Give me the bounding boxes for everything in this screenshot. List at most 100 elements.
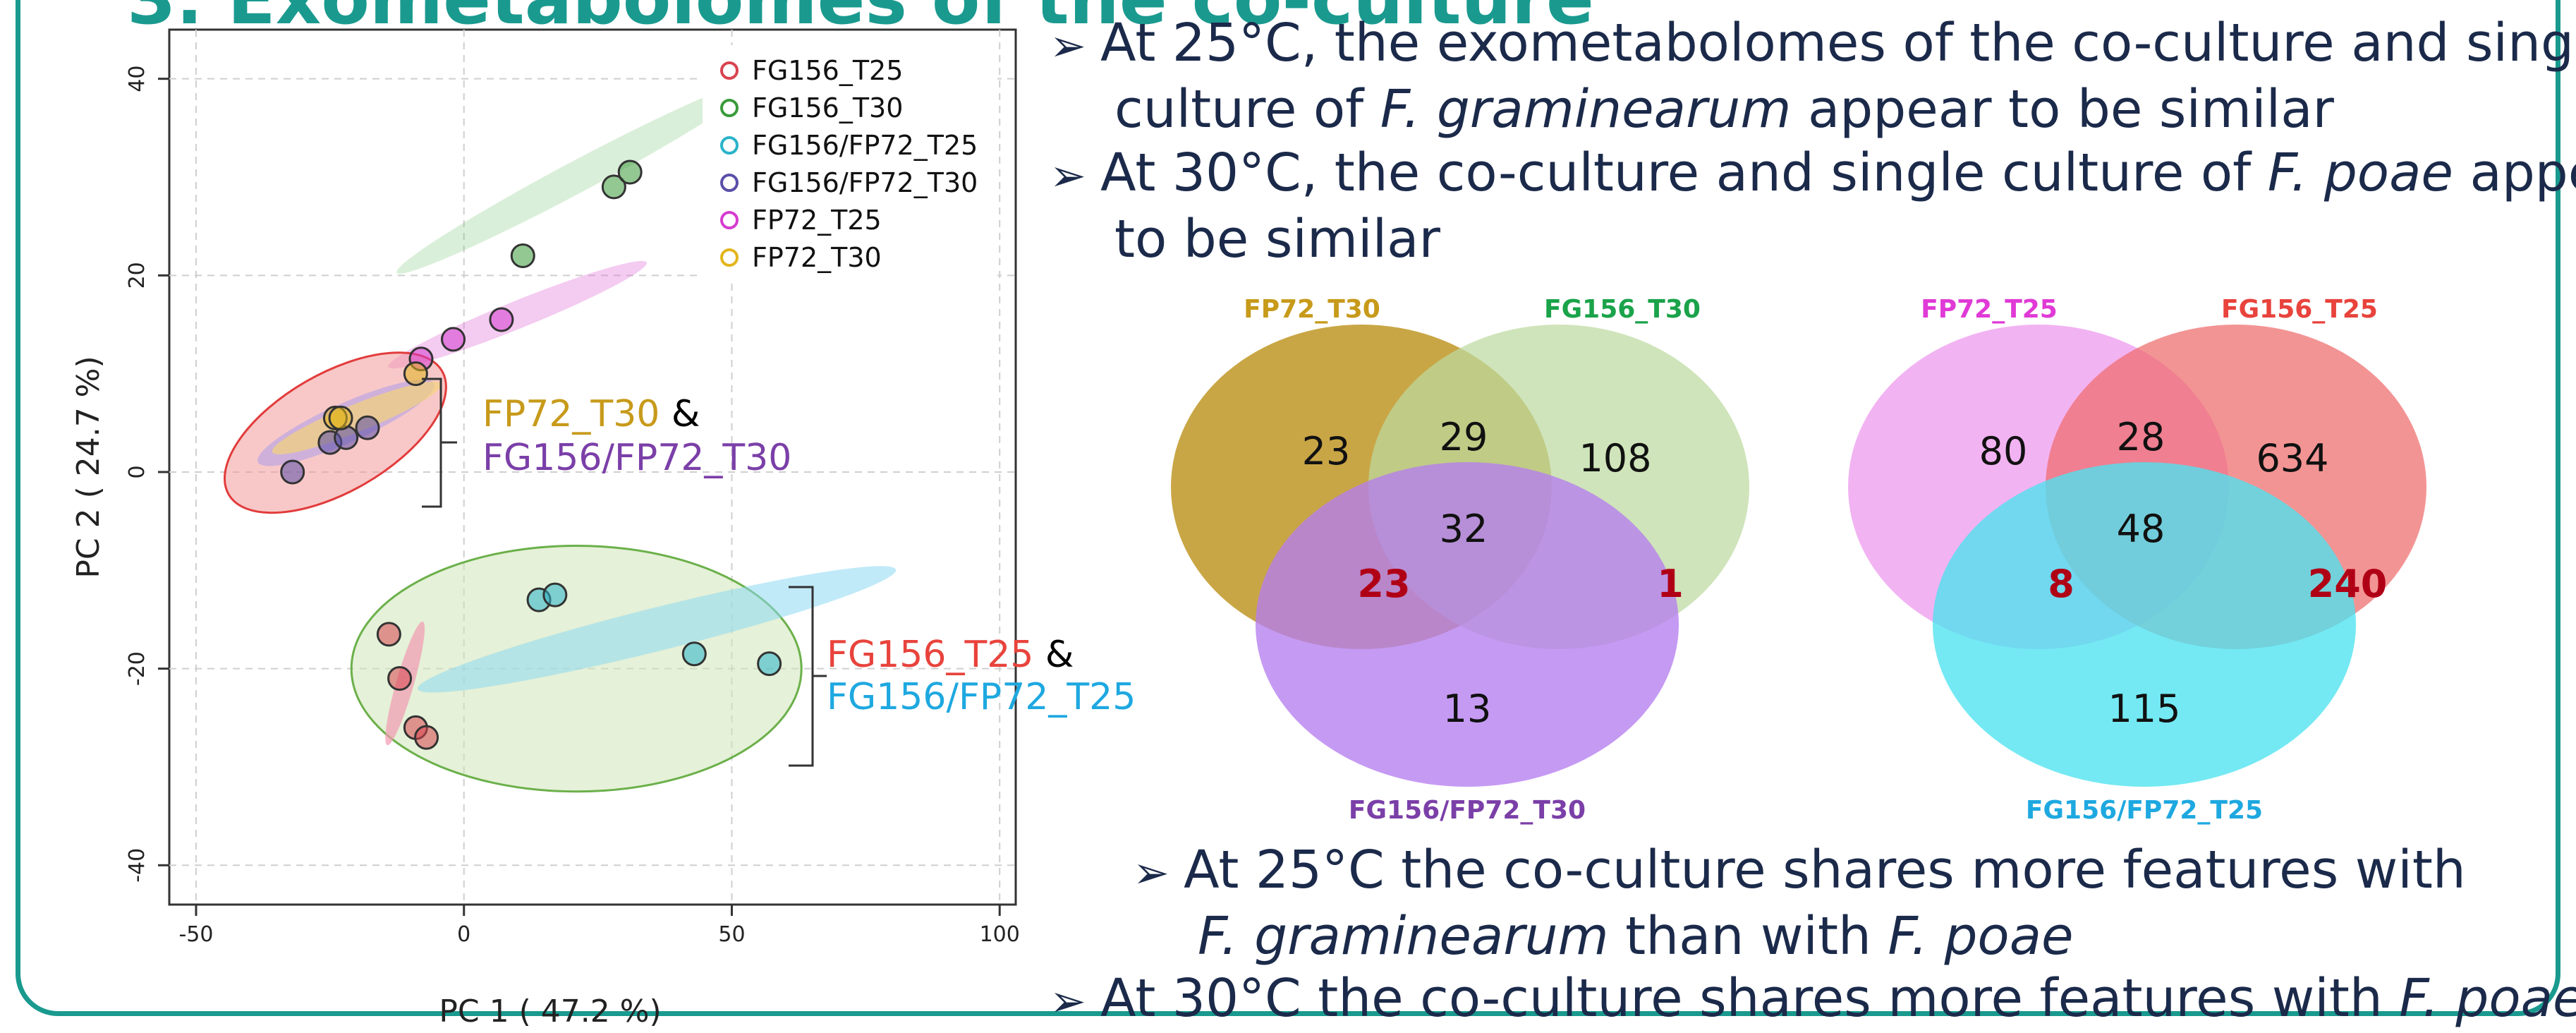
venn-region-count: 115 xyxy=(2108,687,2180,731)
legend-label: FG156/FP72_T30 xyxy=(752,167,978,198)
legend-label: FP72_T30 xyxy=(752,242,882,273)
legend-marker xyxy=(720,99,739,117)
data-point xyxy=(414,725,439,750)
y-tick-label: 20 xyxy=(125,262,150,289)
venn-region-count: 108 xyxy=(1579,436,1651,481)
data-point xyxy=(387,666,413,691)
group2-bracket xyxy=(789,586,827,767)
group1-bracket xyxy=(422,377,457,508)
legend-marker xyxy=(720,211,739,229)
y-tick-label: 40 xyxy=(125,66,150,92)
venn-30c: FP72_T30 FG156_T30 FG156/FP72_T30 23 29 108 32… xyxy=(1171,295,1749,825)
legend-marker xyxy=(720,174,739,192)
pca-score-plot: -50 0 50 100 -40 -20 0 20 40 PC 1 ( 47.2 %) PC 2 (… xyxy=(71,28,1020,1029)
bullet-top-2-italic: F. poae xyxy=(2267,143,2453,203)
legend-label: FG156/FP72_T25 xyxy=(752,130,978,161)
group1-amp: & xyxy=(671,393,700,435)
bullet-bottom-2-italic: F. poae xyxy=(2399,968,2576,1029)
data-point xyxy=(355,415,380,440)
group1-label-b: FG156/FP72_T30 xyxy=(482,437,792,479)
bullet-top-2-line1b: appear xyxy=(2469,143,2576,203)
venn-set-label: FG156/FP72_T30 xyxy=(1349,796,1586,825)
legend-label: FG156_T25 xyxy=(752,55,903,86)
x-tick-label: 0 xyxy=(457,922,470,947)
group1-label-a: FP72_T30 xyxy=(482,393,660,435)
venn-region-count: 48 xyxy=(2117,507,2165,551)
group2-amp: & xyxy=(1045,634,1074,676)
bullet-top-2-line2: to be similar xyxy=(1114,209,1440,270)
pca-brackets xyxy=(422,377,827,767)
legend-box xyxy=(703,45,997,284)
venn-region-count: 32 xyxy=(1440,507,1488,551)
ellipse-fg156-fp72-t25 xyxy=(418,566,897,693)
data-point xyxy=(489,307,514,332)
venn-region-count: 28 xyxy=(2117,415,2165,459)
arrow-bullet-icon: ➢ xyxy=(1050,975,1086,1027)
venn-25c: FP72_T25 FG156_T25 FG156/FP72_T25 80 28 634 48… xyxy=(1848,295,2426,825)
pca-axes: -50 0 50 100 -40 -20 0 20 40 PC 1 ( 47.2 %) PC 2 (… xyxy=(71,66,1020,1029)
data-point xyxy=(510,243,535,268)
x-tick-label: 50 xyxy=(718,922,745,947)
bullet-bottom-1-italic1: F. graminearum xyxy=(1198,906,1609,967)
venn-set-label: FG156_T25 xyxy=(2221,295,2378,324)
x-axis-label: PC 1 ( 47.2 %) xyxy=(439,993,661,1029)
pca-points xyxy=(280,159,782,750)
venn-set-label: FP72_T30 xyxy=(1244,295,1380,324)
y-tick-label: -40 xyxy=(125,848,150,883)
bullet-top-2: ➢ At 30°C, the co-culture and single cult… xyxy=(1050,141,2576,271)
arrow-bullet-icon: ➢ xyxy=(1050,20,1086,71)
legend-label: FP72_T25 xyxy=(752,205,882,236)
arrow-bullet-icon: ➢ xyxy=(1133,847,1169,898)
bullet-bottom-1: ➢ At 25°C the co-culture shares more feat… xyxy=(1133,838,2466,968)
legend-label: FG156_T30 xyxy=(752,92,903,123)
data-point xyxy=(601,174,626,200)
group2-label-b: FG156/FP72_T25 xyxy=(827,676,1136,718)
bullet-top-1-line2b: appear to be similar xyxy=(1791,79,2334,140)
venn-region-count: 634 xyxy=(2256,436,2328,481)
ellipse-fp72-t30 xyxy=(272,381,442,454)
bullet-bottom-1-italic2: F. poae xyxy=(1888,906,2074,967)
venn-set-label: FP72_T25 xyxy=(1921,295,2058,324)
venn-region-count: 29 xyxy=(1440,415,1488,459)
data-point xyxy=(403,361,428,387)
venn-region-count: 8 xyxy=(2048,562,2074,606)
group1-annotation: FP72_T30 & FG156/FP72_T30 xyxy=(482,392,791,480)
arrow-bullet-icon: ➢ xyxy=(1050,150,1086,201)
venn-region-count: 1 xyxy=(1657,562,1684,606)
data-point xyxy=(441,327,466,352)
bullet-top-1: ➢ At 25°C, the exometabolomes of the co-c… xyxy=(1050,11,2576,141)
venn-region-count: 23 xyxy=(1302,429,1351,473)
legend-marker xyxy=(720,248,739,267)
group2-label-a: FG156_T25 xyxy=(827,634,1034,676)
bullet-top-1-line2a: culture of xyxy=(1114,79,1380,140)
pca-legend: FG156_T25 FG156_T30 FG156/FP72_T25 FG156/FP… xyxy=(703,45,997,284)
legend-marker xyxy=(720,61,739,80)
venn-set-fg156-fp72-t25 xyxy=(1933,462,2356,787)
bullet-bottom-1-line1: At 25°C the co-culture shares more featu… xyxy=(1184,840,2466,900)
data-point xyxy=(617,159,643,185)
x-tick-label: -50 xyxy=(178,922,213,947)
bullet-top-1-italic: F. graminearum xyxy=(1380,79,1792,140)
data-point xyxy=(328,405,353,430)
venn-region-count: 23 xyxy=(1357,562,1410,606)
ellipse-fg156-t30 xyxy=(396,80,757,274)
data-point xyxy=(757,651,782,677)
y-tick-label: -20 xyxy=(125,651,150,686)
venn-region-count: 80 xyxy=(1979,429,2028,473)
bullet-top-2-line1a: At 30°C, the co-culture and single cultu… xyxy=(1100,143,2268,203)
venn-set-label: FG156/FP72_T25 xyxy=(2026,796,2263,825)
slide-frame xyxy=(16,0,2560,1016)
venn-set-fg156-fp72-t30 xyxy=(1256,462,1679,787)
data-point xyxy=(376,622,401,647)
venn-set-label: FG156_T30 xyxy=(1544,295,1701,324)
bullet-bottom-1-line2b: than with xyxy=(1608,906,1888,967)
bullet-bottom-2: ➢ At 30°C the co-culture shares more feat… xyxy=(1050,967,2576,1033)
data-point xyxy=(681,641,707,667)
x-tick-label: 100 xyxy=(980,922,1020,947)
legend-marker xyxy=(720,136,739,155)
venn-diagrams: FP72_T30 FG156_T30 FG156/FP72_T30 23 29 108 32… xyxy=(1171,295,2426,825)
y-axis-label: PC 2 ( 24.7 %) xyxy=(71,356,107,578)
bullet-bottom-2-line1: At 30°C the co-culture shares more featu… xyxy=(1100,968,2400,1029)
group2-annotation: FG156_T25 & FG156/FP72_T25 xyxy=(827,634,1136,718)
